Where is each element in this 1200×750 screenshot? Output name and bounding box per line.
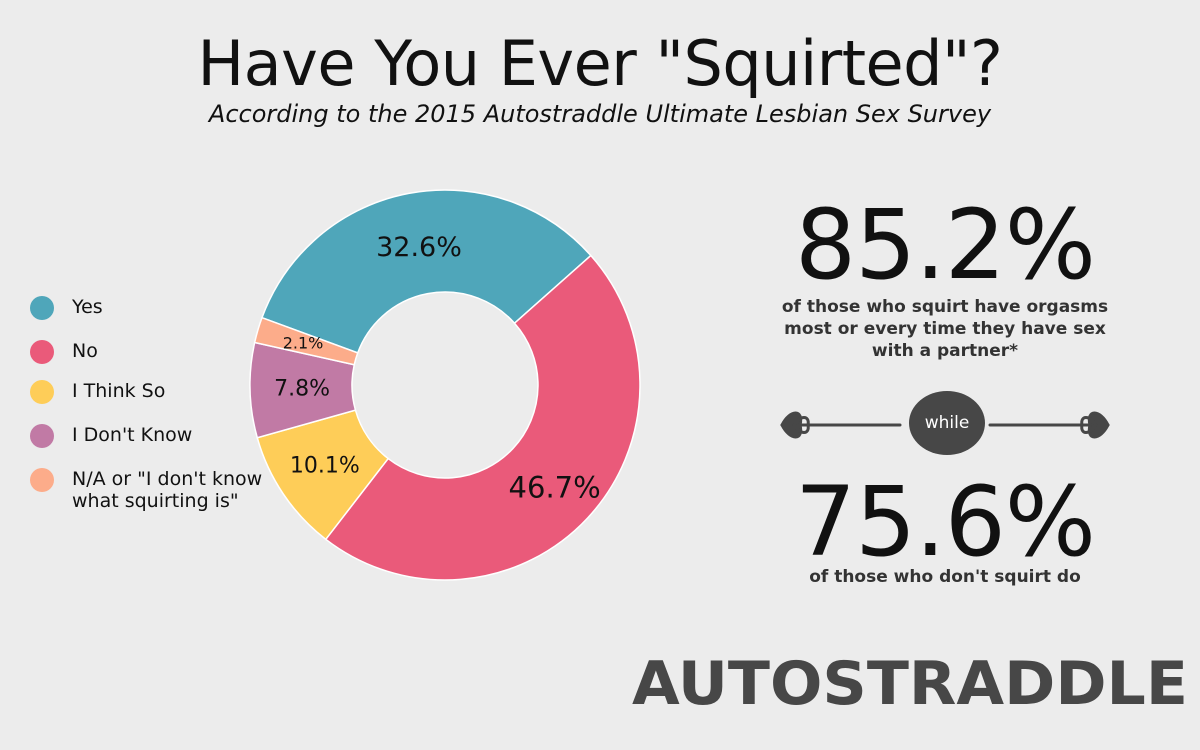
stat-non-squirters-value: 75.6% xyxy=(795,466,1096,578)
legend-swatch-yes xyxy=(30,296,54,320)
left-arrow-icon xyxy=(780,411,902,439)
donut-label-no: 46.7% xyxy=(509,470,601,504)
while-badge: while xyxy=(909,391,985,455)
donut-label-yes: 32.6% xyxy=(376,232,462,263)
donut-slice-yes xyxy=(261,189,592,354)
legend-label-i-dont-know: I Don't Know xyxy=(72,424,193,446)
legend-item-yes: Yes xyxy=(30,296,103,320)
legend-swatch-i-think-so xyxy=(30,380,54,404)
donut-label-i-think-so: 10.1% xyxy=(290,454,360,479)
stat-non-squirters-text: of those who don't squirt do xyxy=(809,567,1081,587)
legend-item-na: N/A or "I don't know what squirting is" xyxy=(30,468,280,512)
legend-item-i-think-so: I Think So xyxy=(30,380,165,404)
legend-item-i-dont-know: I Don't Know xyxy=(30,424,192,448)
legend-swatch-no xyxy=(30,340,54,364)
donut-slice-na xyxy=(253,316,359,366)
donut-label-i-dont-know: 7.8% xyxy=(274,376,330,401)
legend-label-yes: Yes xyxy=(72,296,103,318)
legend-label-no: No xyxy=(72,340,98,362)
while-divider xyxy=(780,411,1110,439)
legend-label-na: N/A or "I don't know what squirting is" xyxy=(72,468,263,512)
legend-label-i-think-so: I Think So xyxy=(72,380,166,402)
logo-wordmark: AUTOSTRADDLE xyxy=(632,650,1188,710)
donut-slice-no xyxy=(324,254,641,581)
legend-swatch-na xyxy=(30,468,54,492)
chart-subtitle: According to the 2015 Autostraddle Ultim… xyxy=(208,100,992,128)
legend-swatch-i-dont-know xyxy=(30,424,54,448)
donut-label-na: 2.1% xyxy=(283,334,324,353)
right-arrow-icon xyxy=(988,411,1110,439)
stat-squirters-text: of those who squirt have orgasms most or… xyxy=(781,297,1109,361)
stat-squirters-value: 85.2% xyxy=(795,189,1096,301)
autostraddle-logo: AUTOSTRADDLE xyxy=(632,650,1188,710)
legend-item-no: No xyxy=(30,340,98,364)
chart-title: Have You Ever "Squirted"? xyxy=(197,27,1003,100)
